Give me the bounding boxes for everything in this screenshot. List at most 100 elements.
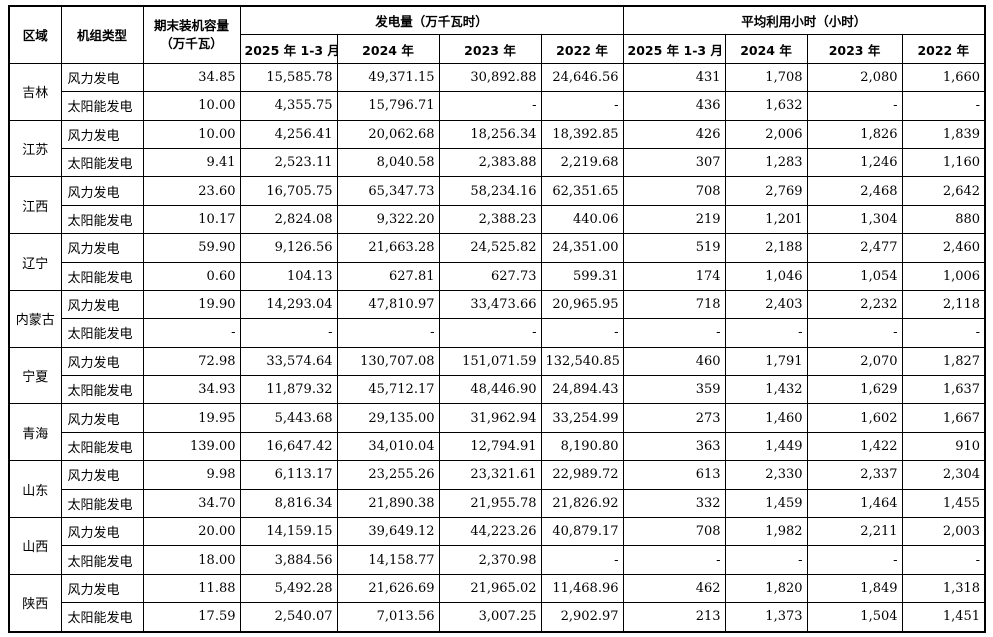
table-row: 吉林 风力发电 34.85 15,585.78 49,371.15 30,892.88 24… (8, 62, 986, 121)
avg-hours-cell: 1,826 (806, 119, 903, 149)
unit-type-cell: 太阳能发电 (60, 91, 144, 121)
generation-cell: 34,010.04 (336, 431, 440, 462)
generation-cell: 2,523.11 (239, 147, 338, 178)
generation-cell: 16,647.42 (239, 431, 338, 462)
generation-cell: 5,492.28 (239, 573, 338, 604)
avg-hours-cell: 2,337 (806, 460, 903, 490)
avg-hours-cell: - (724, 318, 808, 348)
capacity-cell: 34.93 (142, 375, 241, 405)
avg-hours-cell: 2,642 (901, 176, 986, 206)
table-row: 陕西 风力发电 11.88 5,492.28 21,626.69 21,965.02 11,… (8, 573, 986, 633)
capacity-cell: 10.00 (142, 91, 241, 121)
unit-type-cell: 风力发电 (60, 233, 144, 263)
capacity-cell: 10.17 (142, 204, 241, 235)
table-row: 江西 风力发电 23.60 16,705.75 65,347.73 58,234.16 62… (8, 176, 986, 235)
avg-hours-cell: 708 (622, 176, 726, 206)
avg-hours-cell: - (901, 318, 986, 348)
avg-hours-cell: 431 (622, 62, 726, 93)
avg-hours-cell: 2,468 (806, 176, 903, 206)
generation-cell: 11,468.96 (540, 573, 624, 604)
unit-type-cell: 风力发电 (60, 176, 144, 206)
avg-hours-cell: 1,791 (724, 346, 808, 377)
unit-type-cell: 风力发电 (60, 289, 144, 320)
generation-cell: 151,071.59 (438, 346, 542, 377)
region-cell: 辽宁 (8, 233, 62, 291)
avg-hours-cell: 426 (622, 119, 726, 149)
avg-hours-cell: 1,632 (724, 91, 808, 121)
avg-hours-cell: - (724, 545, 808, 575)
generation-cell: 8,816.34 (239, 488, 338, 519)
avg-hours-cell: 1,422 (806, 431, 903, 462)
avg-hours-cell: 1,451 (901, 602, 986, 633)
avg-hours-cell: 174 (622, 261, 726, 291)
table-row: 太阳能发电 34.93 11,879.32 45,712.17 48,446.90 24,… (9, 375, 986, 405)
avg-hours-cell: 1,602 (806, 403, 903, 433)
region-cell: 山西 (8, 517, 62, 575)
avg-hours-cell: 1,820 (724, 573, 808, 604)
header-region: 区域 (8, 5, 62, 64)
avg-hours-cell: 2,118 (901, 289, 986, 320)
avg-hours-cell: 1,455 (901, 488, 986, 519)
generation-cell: - (540, 91, 624, 121)
table-row: 青海 风力发电 19.95 5,443.68 29,135.00 31,962.94 33,… (8, 403, 986, 462)
generation-cell: 9,126.56 (239, 233, 338, 263)
avg-hours-cell: 1,839 (901, 119, 986, 149)
generation-cell: 40,879.17 (540, 517, 624, 547)
avg-hours-cell: 219 (622, 204, 726, 235)
generation-cell: 20,062.68 (336, 119, 440, 149)
generation-cell: 39,649.12 (336, 517, 440, 547)
table-body: 吉林 风力发电 34.85 15,585.78 49,371.15 30,892.88 24… (8, 62, 986, 633)
capacity-cell: 0.60 (142, 261, 241, 291)
avg-hours-cell: 1,160 (901, 147, 986, 178)
avg-hours-cell: 1,373 (724, 602, 808, 633)
generation-cell: 45,712.17 (336, 375, 440, 405)
generation-cell: 62,351.65 (540, 176, 624, 206)
unit-type-cell: 太阳能发电 (60, 147, 144, 178)
avg-hours-cell: 1,246 (806, 147, 903, 178)
generation-cell: - (438, 318, 542, 348)
unit-type-cell: 风力发电 (60, 119, 144, 149)
avg-hours-cell: - (806, 318, 903, 348)
avg-hours-cell: 1,054 (806, 261, 903, 291)
generation-cell: 2,388.23 (438, 204, 542, 235)
generation-cell: 23,255.26 (336, 460, 440, 490)
power-generation-table: 区域 机组类型 期末装机容量（万千瓦） 发电量（万千瓦时） 平均利用小时（小时）… (8, 5, 987, 633)
header-unit-type: 机组类型 (60, 5, 144, 64)
generation-cell: 21,965.02 (438, 573, 542, 604)
generation-cell: 31,962.94 (438, 403, 542, 433)
generation-cell: - (239, 318, 338, 348)
avg-hours-cell: 2,304 (901, 460, 986, 490)
capacity-cell: 10.00 (142, 119, 241, 149)
region-cell: 江西 (8, 176, 62, 235)
generation-cell: 3,884.56 (239, 545, 338, 575)
avg-hours-cell: 910 (901, 431, 986, 462)
table-row: 太阳能发电 10.17 2,824.08 9,322.20 2,388.23 440.06… (9, 204, 986, 235)
capacity-cell: 19.95 (142, 403, 241, 433)
table-row: 太阳能发电 10.00 4,355.75 15,796.71- -436 1,632- - (9, 91, 986, 121)
avg-hours-cell: 2,006 (724, 119, 808, 149)
unit-type-cell: 太阳能发电 (60, 204, 144, 235)
avg-hours-cell: 273 (622, 403, 726, 433)
generation-cell: 627.81 (336, 261, 440, 291)
avg-hours-cell: 1,982 (724, 517, 808, 547)
generation-cell: 9,322.20 (336, 204, 440, 235)
generation-cell: 65,347.73 (336, 176, 440, 206)
generation-cell: 48,446.90 (438, 375, 542, 405)
generation-cell: 14,293.04 (239, 289, 338, 320)
avg-hours-cell: 213 (622, 602, 726, 633)
generation-cell: 47,810.97 (336, 289, 440, 320)
avg-hours-cell: 307 (622, 147, 726, 178)
unit-type-cell: 风力发电 (60, 573, 144, 604)
capacity-cell: 34.70 (142, 488, 241, 519)
header-hours-period: 2023 年 (806, 34, 903, 64)
capacity-cell: - (142, 318, 241, 348)
unit-type-cell: 风力发电 (60, 517, 144, 547)
generation-cell: 24,646.56 (540, 62, 624, 93)
generation-cell: 22,989.72 (540, 460, 624, 490)
generation-cell: 44,223.26 (438, 517, 542, 547)
unit-type-cell: 太阳能发电 (60, 375, 144, 405)
table-row: 山东 风力发电 9.98 6,113.17 23,255.26 23,321.61 22,9… (8, 460, 986, 519)
capacity-cell: 34.85 (142, 62, 241, 93)
table-row: 江苏 风力发电 10.00 4,256.41 20,062.68 18,256.34 18,… (8, 119, 986, 178)
header-avg-hours: 平均利用小时（小时） (622, 5, 986, 36)
